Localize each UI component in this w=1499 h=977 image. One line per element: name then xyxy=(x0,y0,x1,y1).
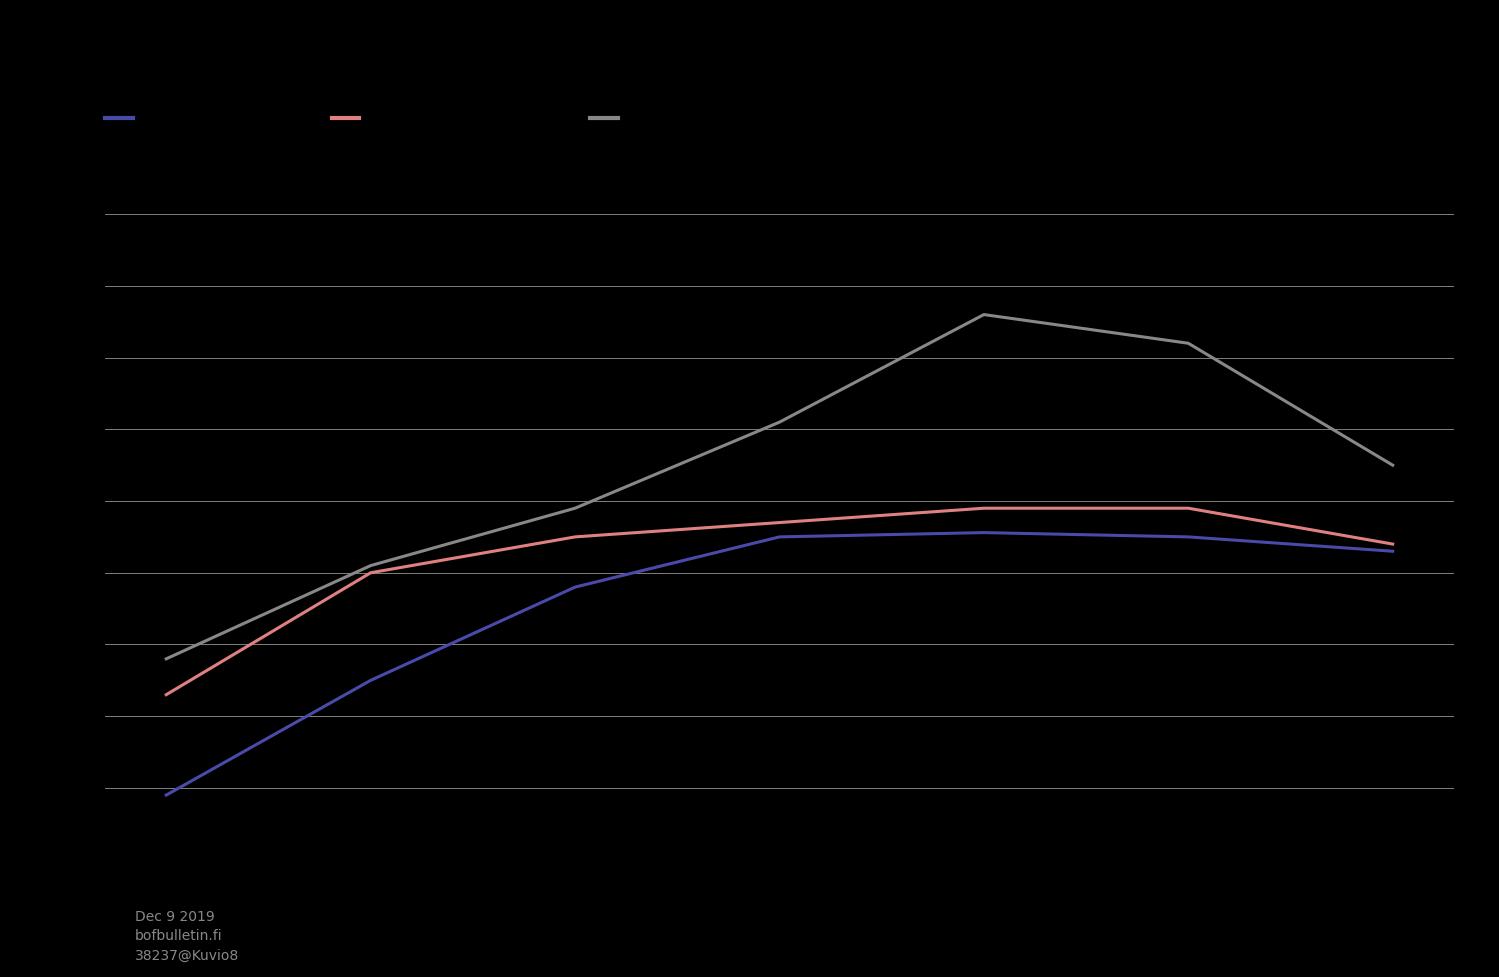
Text: Dec 9 2019
bofbulletin.fi
38237@Kuvio8: Dec 9 2019 bofbulletin.fi 38237@Kuvio8 xyxy=(135,909,240,961)
Legend: Market income, Disposable income, Market income gap: Market income, Disposable income, Market… xyxy=(99,106,781,134)
